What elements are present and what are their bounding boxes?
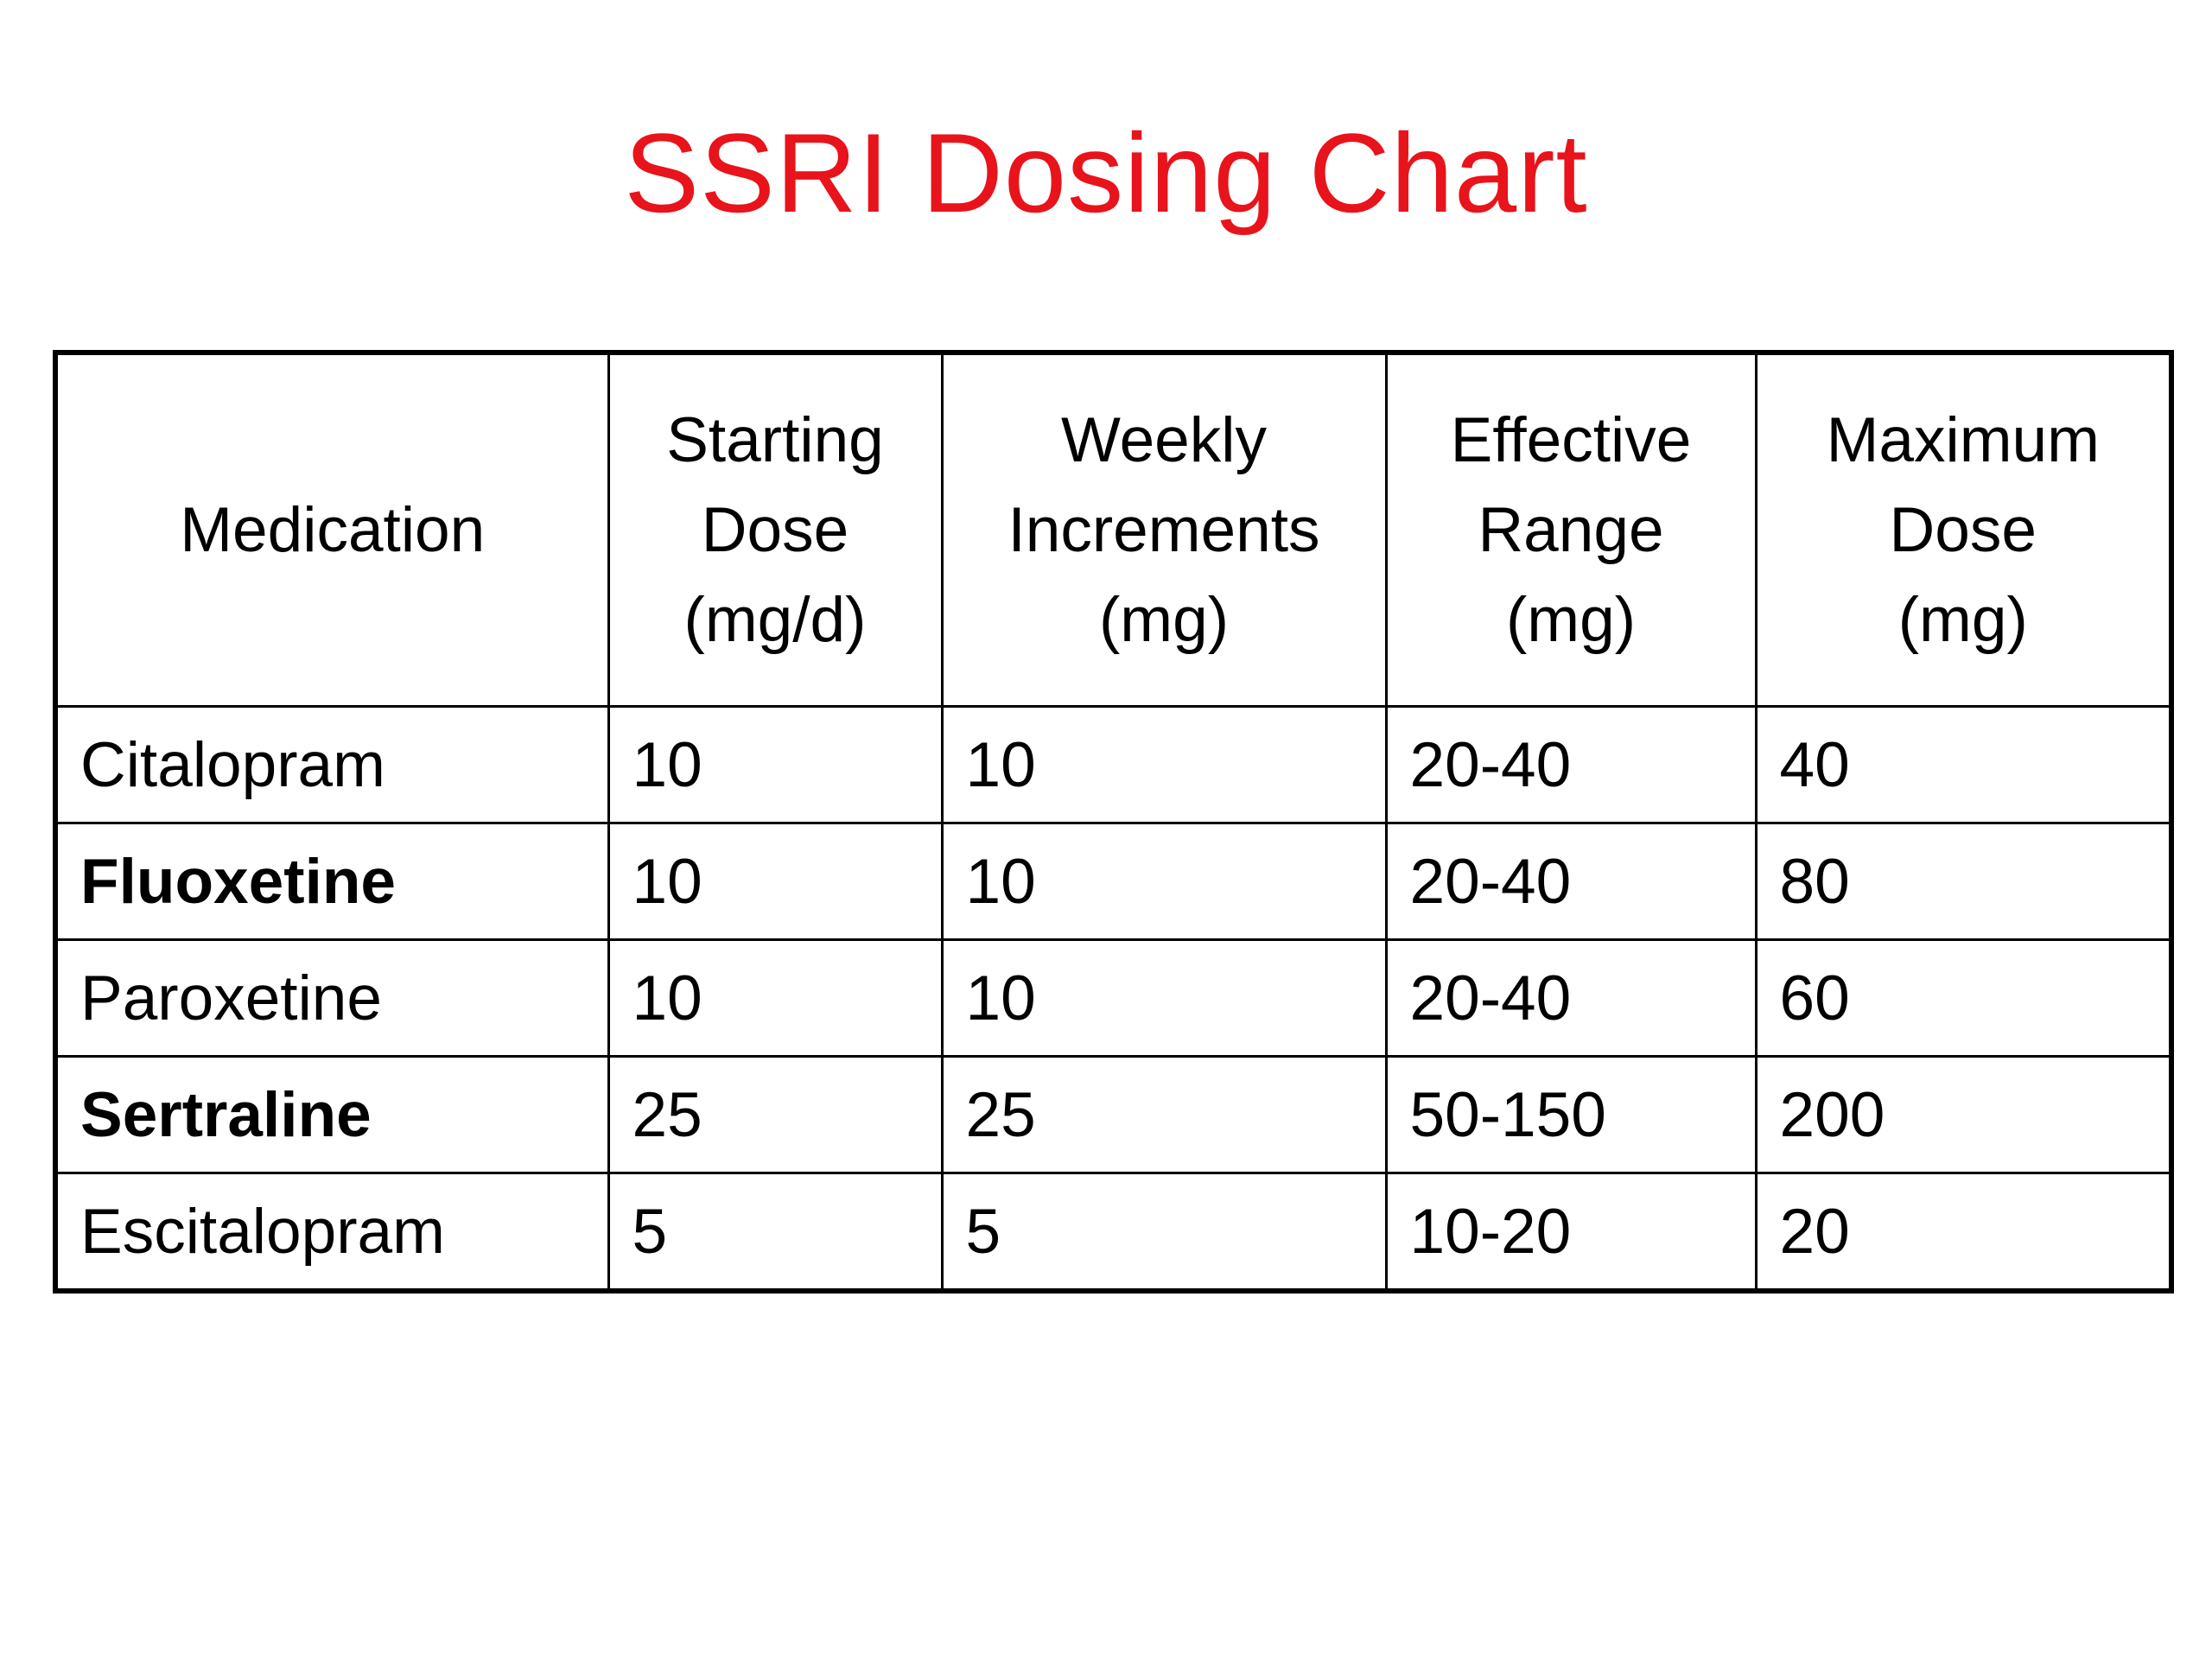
header-line: Starting: [666, 404, 884, 475]
header-medication: Medication: [54, 351, 610, 708]
table-row: Citalopram 10 10 20-40 40: [54, 705, 2173, 824]
table-row: Sertraline 25 25 50-150 200: [54, 1055, 2173, 1174]
header-line: (mg): [1505, 584, 1637, 655]
starting-dose-cell: 10: [607, 705, 944, 824]
header-row: Medication Starting Dose (mg/d) Weekly I…: [54, 351, 2173, 708]
maximum-dose-cell: 200: [1754, 1055, 2173, 1174]
starting-dose-cell: 10: [607, 822, 944, 941]
medication-cell: Paroxetine: [54, 938, 610, 1058]
medication-cell: Fluoxetine: [54, 822, 610, 941]
medication-cell: Escitalopram: [54, 1172, 610, 1293]
table-body: Citalopram 10 10 20-40 40 Fluoxetine 10 …: [54, 705, 2173, 1293]
header-line: Increments: [1007, 494, 1320, 565]
header-maximum-dose: Maximum Dose (mg): [1754, 351, 2173, 708]
table-header: Medication Starting Dose (mg/d) Weekly I…: [54, 351, 2173, 708]
header-line: Maximum: [1826, 404, 2100, 475]
weekly-increments-cell: 10: [940, 938, 1388, 1058]
maximum-dose-cell: 20: [1754, 1172, 2173, 1293]
slide-title: SSRI Dosing Chart: [624, 110, 1588, 236]
effective-range-cell: 10-20: [1384, 1172, 1758, 1293]
effective-range-cell: 20-40: [1384, 705, 1758, 824]
header-line: (mg): [1897, 584, 2028, 655]
effective-range-cell: 20-40: [1384, 822, 1758, 941]
header-line: Effective: [1450, 404, 1692, 475]
starting-dose-cell: 25: [607, 1055, 944, 1174]
weekly-increments-cell: 10: [940, 705, 1388, 824]
maximum-dose-cell: 80: [1754, 822, 2173, 941]
weekly-increments-cell: 5: [940, 1172, 1388, 1293]
table-row: Paroxetine 10 10 20-40 60: [54, 938, 2173, 1058]
starting-dose-cell: 5: [607, 1172, 944, 1293]
maximum-dose-cell: 40: [1754, 705, 2173, 824]
header-line: Dose: [701, 494, 849, 565]
medication-cell: Sertraline: [54, 1055, 610, 1174]
header-line: (mg): [1098, 584, 1230, 655]
header-line: Dose: [1889, 494, 2037, 565]
header-line: Medication: [180, 494, 486, 565]
header-effective-range: Effective Range (mg): [1384, 351, 1758, 708]
table-row: Escitalopram 5 5 10-20 20: [54, 1172, 2173, 1293]
header-line: (mg/d): [683, 584, 867, 655]
maximum-dose-cell: 60: [1754, 938, 2173, 1058]
effective-range-cell: 50-150: [1384, 1055, 1758, 1174]
medication-cell: Citalopram: [54, 705, 610, 824]
header-line: Weekly: [1061, 404, 1267, 475]
table-row: Fluoxetine 10 10 20-40 80: [54, 822, 2173, 941]
header-weekly-increments: Weekly Increments (mg): [940, 351, 1388, 708]
weekly-increments-cell: 25: [940, 1055, 1388, 1174]
effective-range-cell: 20-40: [1384, 938, 1758, 1058]
weekly-increments-cell: 10: [940, 822, 1388, 941]
starting-dose-cell: 10: [607, 938, 944, 1058]
dosing-table: Medication Starting Dose (mg/d) Weekly I…: [53, 350, 2174, 1294]
header-starting-dose: Starting Dose (mg/d): [607, 351, 944, 708]
header-line: Range: [1478, 494, 1664, 565]
